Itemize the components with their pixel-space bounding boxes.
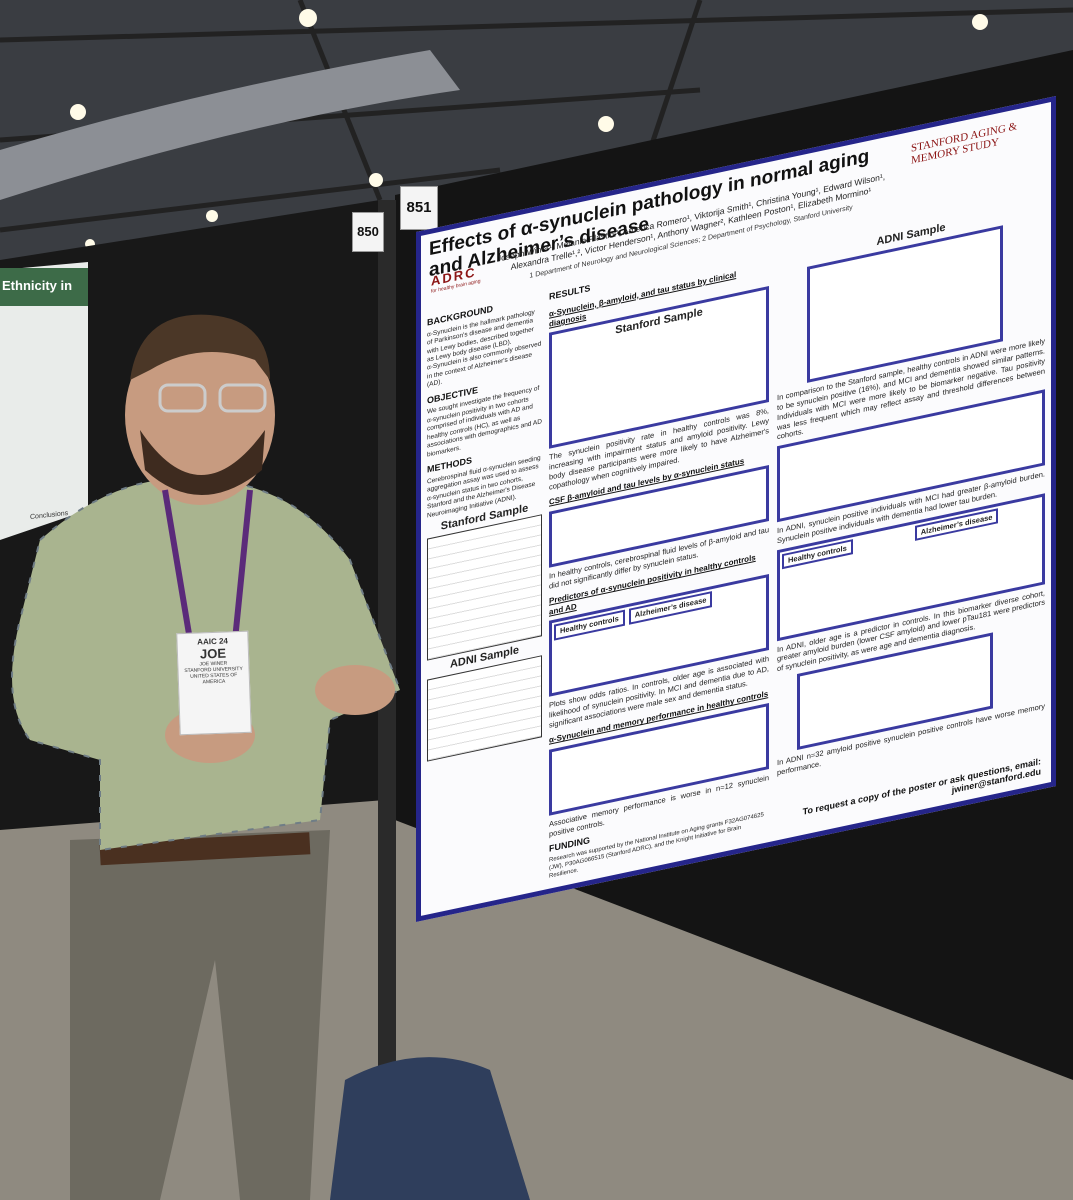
lights <box>70 9 988 249</box>
booth-number: 851 <box>400 186 438 230</box>
box-title: Healthy controls <box>782 538 853 570</box>
neighbor-header <box>0 268 88 306</box>
backpack <box>330 1057 530 1200</box>
right-column: ADNI Sample In comparison to the Stanfor… <box>777 181 1045 781</box>
poster: Effects of α-synuclein pathology in norm… <box>416 95 1056 922</box>
badge-country: UNITED STATES OF AMERICA <box>190 672 238 686</box>
post <box>378 200 396 1080</box>
table <box>427 514 542 661</box>
sams-logo: STANFORD AGING & MEMORY STUDY <box>911 120 1018 167</box>
left-column: BACKGROUND α-Synuclein is the hallmark p… <box>427 288 542 762</box>
name-badge: AAIC 24 JOE JOE WINER STANFORD UNIVERSIT… <box>176 630 252 736</box>
neighbor-poster <box>0 262 88 540</box>
neighbor-title: Ethnicity in <box>2 278 73 293</box>
duct <box>0 50 460 200</box>
booth-number: 850 <box>352 212 384 252</box>
middle-column: RESULTS α-Synuclein, β-amyloid, and tau … <box>549 240 769 881</box>
